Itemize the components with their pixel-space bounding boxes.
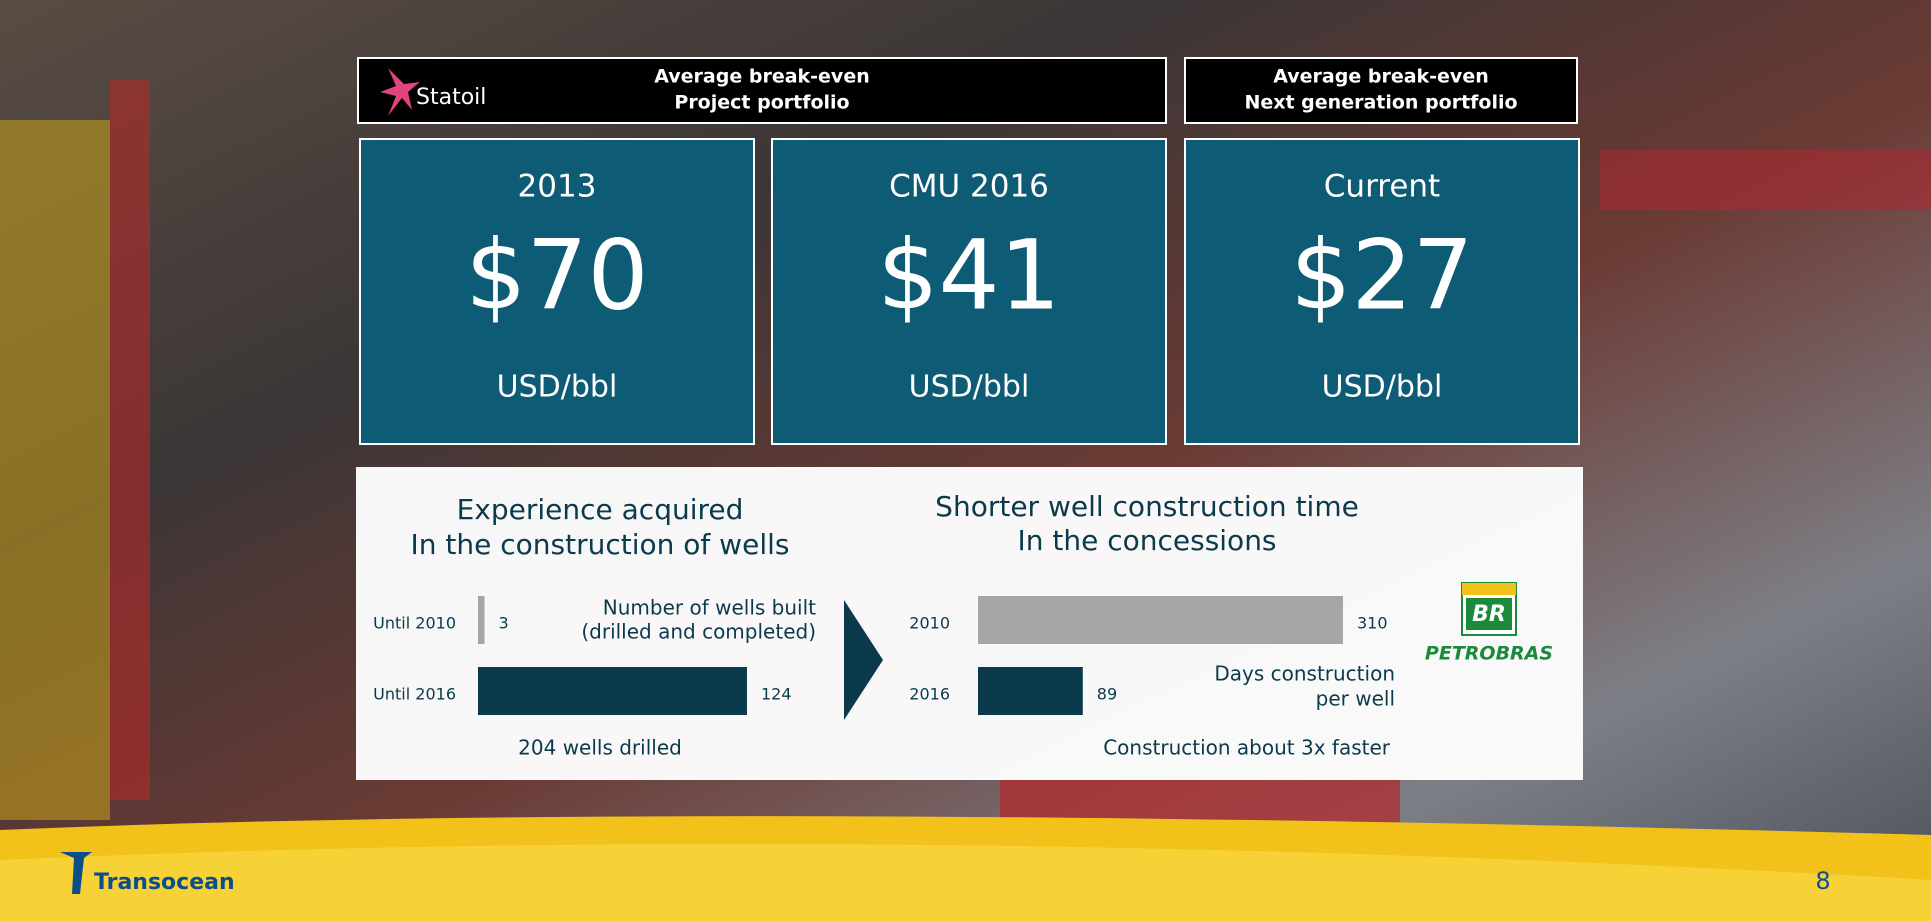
card-value: $70 xyxy=(465,219,648,331)
card-value: $27 xyxy=(1290,219,1473,331)
chart-title: Shorter well construction time xyxy=(935,490,1359,523)
header-text: Next generation portfolio xyxy=(1244,92,1517,114)
chart-title: In the construction of wells xyxy=(411,528,790,561)
annotation: Days construction xyxy=(1214,662,1395,686)
company-name: Statoil xyxy=(416,85,486,110)
chart-title: In the concessions xyxy=(1017,524,1276,557)
header-text: Project portfolio xyxy=(674,92,849,114)
card-unit: USD/bbl xyxy=(1322,370,1443,405)
card-label: CMU 2016 xyxy=(889,169,1049,205)
photo-element xyxy=(0,120,110,820)
photo-element xyxy=(110,80,150,800)
category-label: Until 2016 xyxy=(373,685,456,704)
annotation: Number of wells built xyxy=(603,596,816,620)
card-value: $41 xyxy=(877,219,1060,331)
bar xyxy=(978,596,1343,644)
card-unit: USD/bbl xyxy=(909,370,1030,405)
card-label: 2013 xyxy=(518,169,597,205)
annotation: (drilled and completed) xyxy=(581,620,816,644)
value-label: 3 xyxy=(499,614,509,633)
category-label: Until 2010 xyxy=(373,614,456,633)
header-text: Average break-even xyxy=(654,66,869,88)
page: Statoil Average break-even Project portf… xyxy=(0,0,1931,921)
footnote: Construction about 3x faster xyxy=(1103,736,1391,760)
photo-element xyxy=(1600,150,1931,210)
annotation: per well xyxy=(1316,687,1395,711)
petrobras-logo: PETROBRAS xyxy=(1425,643,1553,665)
card-label: Current xyxy=(1324,169,1440,205)
footnote: 204 wells drilled xyxy=(518,736,682,760)
category-label: 2010 xyxy=(909,614,950,633)
bar xyxy=(978,667,1083,715)
transocean-logo: Transocean xyxy=(94,870,235,895)
bar xyxy=(478,596,485,644)
value-label: 124 xyxy=(761,685,792,704)
header-text: Average break-even xyxy=(1273,66,1488,88)
chart-title: Experience acquired xyxy=(457,493,744,526)
page-number: 8 xyxy=(1815,867,1830,895)
value-label: 89 xyxy=(1097,685,1117,704)
category-label: 2016 xyxy=(909,685,950,704)
card-unit: USD/bbl xyxy=(497,370,618,405)
bar xyxy=(478,667,747,715)
petrobras-mark xyxy=(1462,583,1516,595)
value-label: 310 xyxy=(1357,614,1388,633)
petrobras-mark-text: BR xyxy=(1472,602,1506,627)
slide: Statoil Average break-even Project portf… xyxy=(0,0,1931,921)
